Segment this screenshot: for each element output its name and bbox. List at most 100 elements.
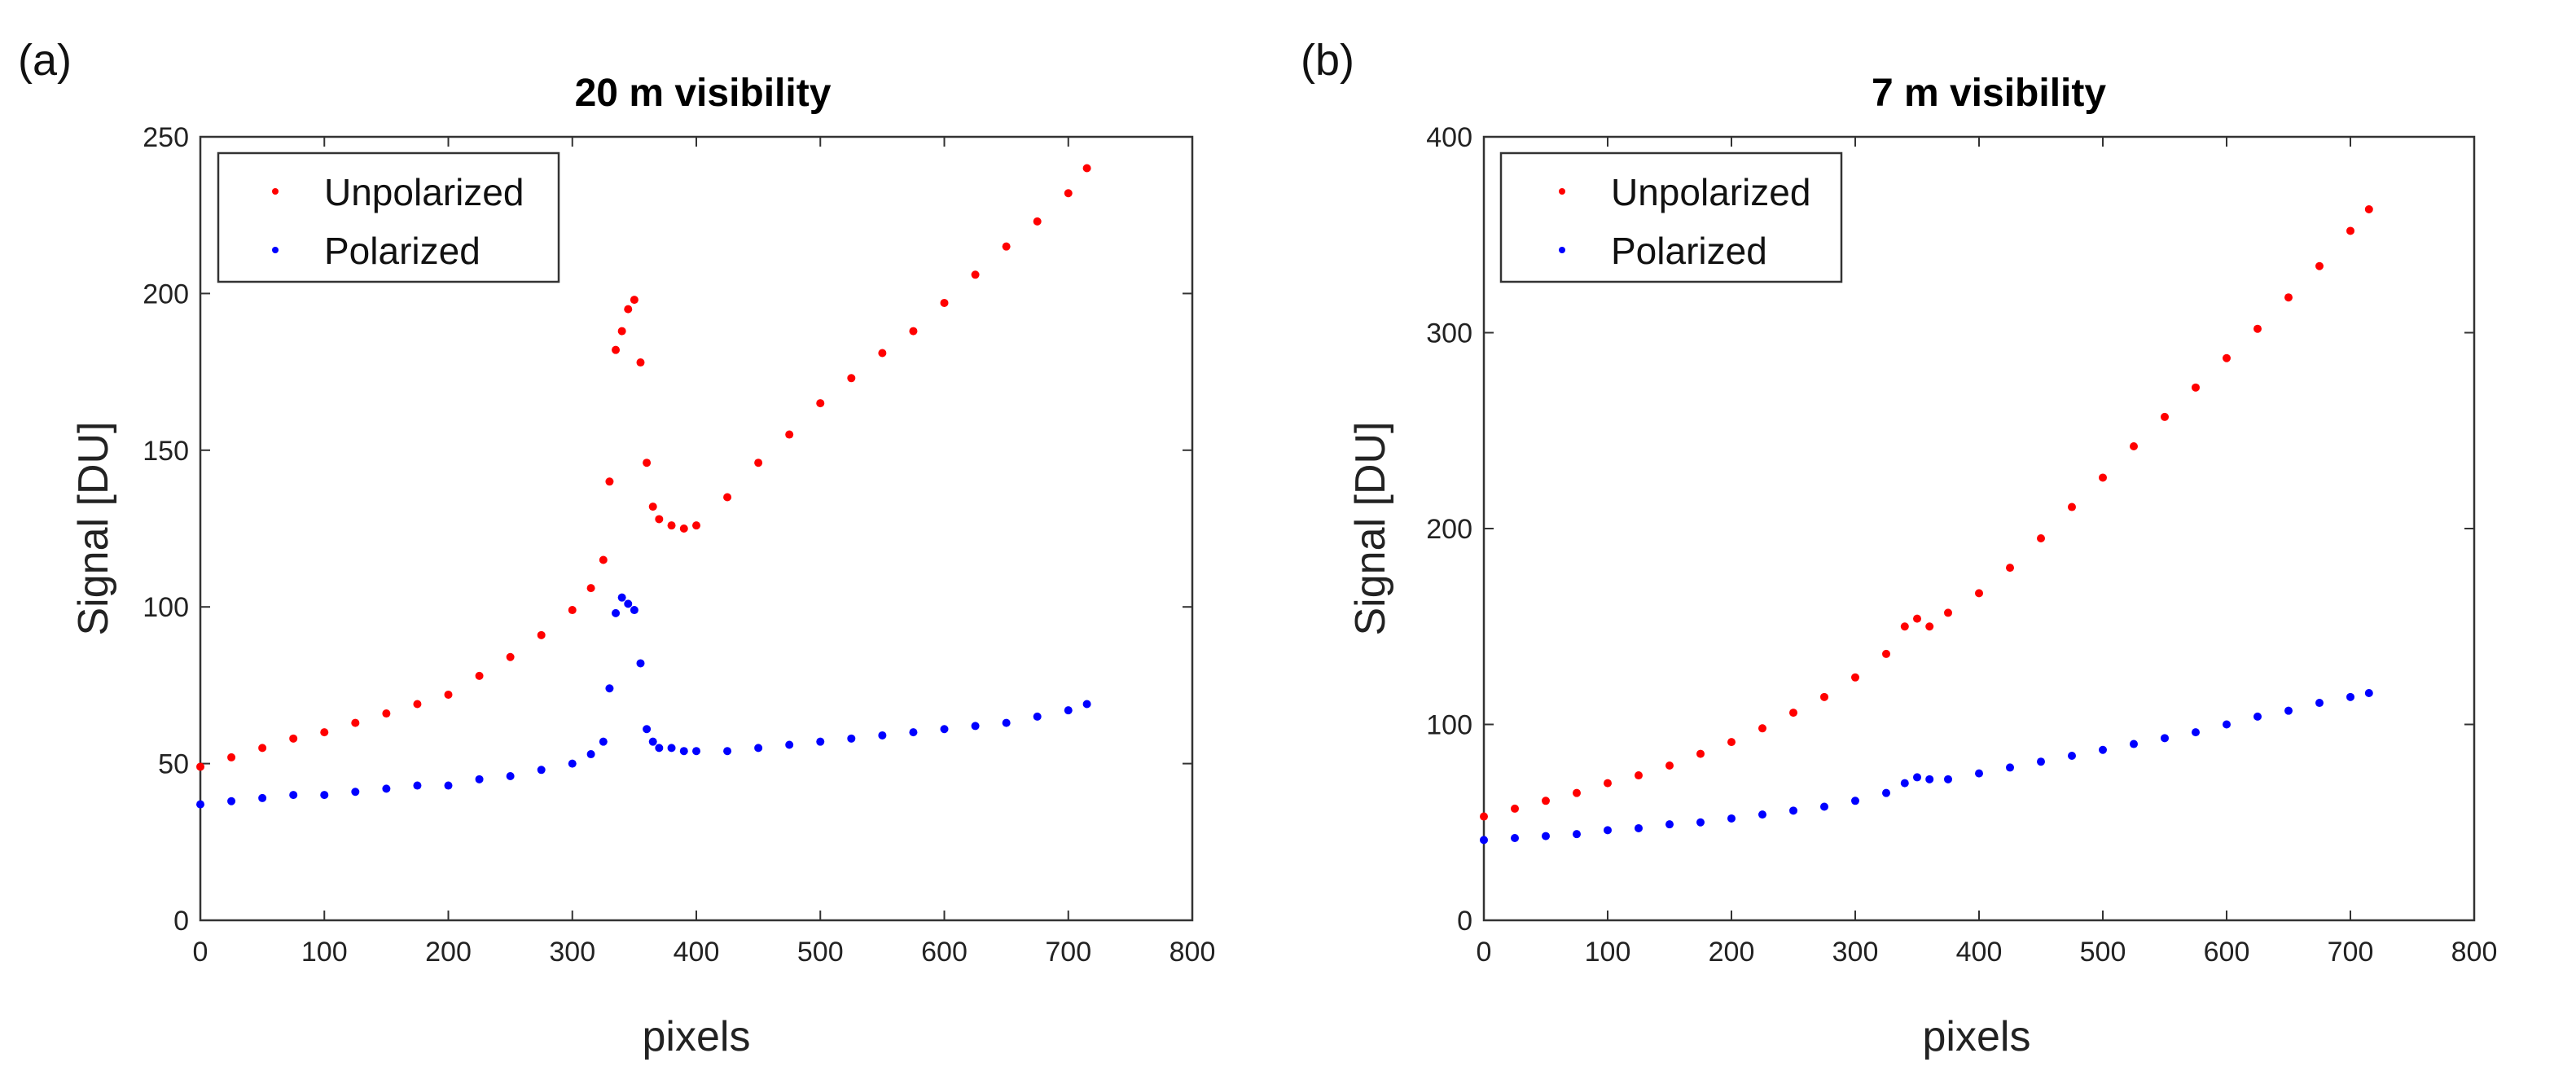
point-unpolarized-a-31 [847, 374, 856, 383]
legend-b: Unpolarized Polarized [1499, 151, 1843, 283]
point-polarized-b-24 [2161, 734, 2169, 743]
legend-box-a [217, 151, 560, 283]
x-tick-label-a-800: 800 [1170, 937, 1216, 968]
x-tick-label-a-200: 200 [425, 937, 472, 968]
series-polarized-a [196, 593, 1091, 809]
chart-panel-a: (a) 20 m visibility 0 100 200 300 400 500 600 7… [18, 36, 1215, 1060]
point-unpolarized-b-4 [1604, 779, 1612, 788]
point-unpolarized-a-39 [1082, 164, 1091, 173]
point-unpolarized-a-30 [816, 399, 825, 408]
point-unpolarized-a-4 [320, 728, 329, 737]
point-polarized-b-7 [1696, 818, 1705, 827]
point-unpolarized-a-12 [568, 606, 577, 615]
point-polarized-a-27 [723, 747, 732, 756]
point-unpolarized-b-0 [1480, 812, 1488, 821]
point-unpolarized-a-29 [785, 430, 794, 439]
point-polarized-a-25 [679, 747, 688, 756]
y-tick-label-a-100: 100 [143, 592, 189, 623]
point-polarized-a-1 [227, 797, 236, 805]
point-polarized-b-11 [1820, 802, 1828, 811]
point-unpolarized-a-38 [1064, 189, 1073, 198]
legend-marker-unpolarized-a [272, 188, 279, 195]
legend-a: Unpolarized Polarized [217, 151, 560, 283]
point-polarized-b-25 [2192, 728, 2200, 737]
point-unpolarized-a-22 [648, 503, 657, 511]
legend-label-unpolarized-a: Unpolarized [324, 171, 524, 213]
panel-label-b: (b) [1301, 36, 1354, 85]
point-polarized-a-34 [940, 725, 949, 734]
point-polarized-a-23 [655, 744, 664, 753]
point-unpolarized-b-19 [2006, 564, 2014, 573]
y-tick-label-b-100: 100 [1426, 710, 1472, 741]
x-tick-label-a-500: 500 [797, 937, 844, 968]
point-polarized-b-14 [1900, 779, 1909, 788]
point-unpolarized-a-28 [754, 459, 763, 467]
point-unpolarized-a-2 [258, 744, 267, 753]
y-axis-label-a: Signal [DU] [70, 422, 117, 636]
point-unpolarized-a-0 [196, 762, 204, 771]
legend-box-b [1499, 151, 1843, 283]
point-unpolarized-b-2 [1542, 797, 1550, 805]
legend-label-unpolarized-b: Unpolarized [1611, 171, 1810, 213]
legend-label-polarized-b: Polarized [1611, 230, 1767, 272]
point-polarized-b-3 [1573, 830, 1581, 839]
point-polarized-b-18 [1975, 769, 1983, 778]
point-polarized-b-4 [1604, 826, 1612, 835]
point-unpolarized-b-24 [2161, 412, 2169, 421]
point-polarized-a-29 [785, 740, 794, 749]
point-unpolarized-b-20 [2037, 534, 2045, 543]
point-unpolarized-b-21 [2068, 503, 2076, 511]
point-polarized-a-35 [971, 722, 980, 731]
x-tick-label-a-100: 100 [301, 937, 348, 968]
point-polarized-a-19 [630, 606, 639, 615]
point-unpolarized-a-3 [289, 734, 298, 743]
point-unpolarized-a-20 [636, 358, 645, 367]
point-unpolarized-b-1 [1511, 804, 1519, 813]
point-unpolarized-a-18 [624, 305, 633, 314]
point-unpolarized-b-5 [1635, 771, 1643, 780]
point-polarized-a-10 [506, 771, 515, 780]
x-tick-label-b-500: 500 [2080, 937, 2126, 968]
point-polarized-a-36 [1002, 718, 1011, 727]
legend-marker-polarized-b [1559, 247, 1565, 253]
point-polarized-b-8 [1727, 814, 1736, 823]
point-polarized-a-11 [537, 766, 546, 775]
point-unpolarized-b-31 [2364, 204, 2373, 213]
point-unpolarized-b-14 [1900, 622, 1909, 631]
y-tick-label-a-0: 0 [173, 906, 189, 937]
point-polarized-a-24 [667, 744, 676, 753]
point-unpolarized-a-15 [605, 477, 614, 486]
point-polarized-a-5 [351, 788, 360, 797]
point-polarized-a-2 [258, 793, 267, 802]
point-unpolarized-b-7 [1696, 749, 1705, 758]
point-polarized-b-22 [2099, 745, 2107, 754]
point-unpolarized-b-23 [2130, 441, 2138, 450]
y-tick-label-a-150: 150 [143, 436, 189, 467]
point-polarized-b-0 [1480, 836, 1488, 845]
point-polarized-a-37 [1033, 712, 1042, 721]
point-polarized-b-15 [1913, 773, 1921, 782]
point-unpolarized-a-16 [612, 345, 621, 354]
point-polarized-a-30 [816, 737, 825, 746]
point-polarized-a-28 [754, 744, 763, 753]
point-polarized-a-32 [878, 731, 887, 739]
point-unpolarized-b-11 [1820, 692, 1828, 701]
point-polarized-a-18 [624, 599, 633, 608]
point-polarized-a-39 [1082, 700, 1091, 709]
axis-ticks-a: 0 100 200 300 400 500 600 700 800 0 50 100 150 200 250 [143, 122, 1215, 968]
point-unpolarized-a-21 [643, 459, 652, 467]
y-tick-label-b-200: 200 [1426, 514, 1472, 545]
y-tick-label-b-400: 400 [1426, 122, 1472, 153]
point-unpolarized-b-26 [2223, 353, 2231, 362]
x-tick-label-b-800: 800 [2451, 937, 2498, 968]
point-unpolarized-a-19 [630, 296, 639, 305]
point-polarized-b-30 [2346, 692, 2354, 701]
point-unpolarized-b-30 [2346, 226, 2354, 235]
point-unpolarized-b-16 [1925, 622, 1934, 631]
point-unpolarized-b-17 [1944, 608, 1952, 617]
point-polarized-a-6 [382, 784, 391, 793]
panel-label-a: (a) [18, 36, 72, 85]
point-polarized-b-26 [2223, 720, 2231, 729]
point-unpolarized-b-10 [1789, 709, 1797, 718]
